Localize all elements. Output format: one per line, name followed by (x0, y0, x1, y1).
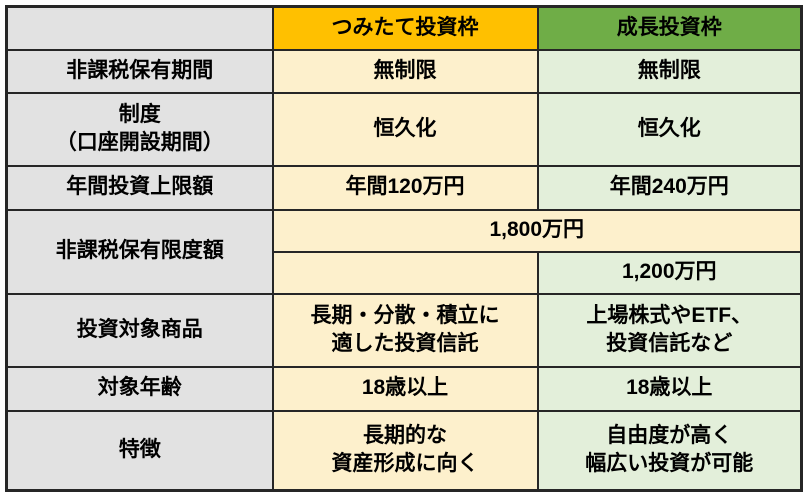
value-cell-growth: 上場株式やETF、 投資信託など (536, 292, 803, 368)
table-row: 年間投資上限額 年間120万円 年間240万円 (5, 164, 803, 211)
row-label-features: 特徴 (5, 409, 274, 492)
value-cell-total-limit: 1,800万円 (271, 208, 803, 253)
column-header-tsumitate: つみたて投資枠 (271, 5, 539, 51)
filler-cell (271, 250, 539, 295)
value-cell-growth-sub-limit: 1,200万円 (536, 250, 803, 295)
value-cell-tsumitate: 無制限 (271, 48, 539, 94)
value-cell-growth: 自由度が高く 幅広い投資が可能 (536, 409, 803, 492)
header-row: つみたて投資枠 成長投資枠 (5, 5, 803, 51)
value-cell-tsumitate: 長期的な 資産形成に向く (271, 409, 539, 492)
table-row: 非課税保有期間 無制限 無制限 (5, 48, 803, 94)
table-row: 特徴 長期的な 資産形成に向く 自由度が高く 幅広い投資が可能 (5, 409, 803, 492)
table-row: 非課税保有限度額 1,800万円 (5, 208, 803, 295)
table-subrow: 1,200万円 (7, 250, 803, 295)
corner-cell (5, 5, 274, 51)
value-cell-tsumitate: 18歳以上 (271, 365, 539, 412)
row-label-tax-free-holding-limit: 非課税保有限度額 (5, 208, 274, 295)
value-cell-growth: 恒久化 (536, 91, 803, 167)
row-label-eligible-age: 対象年齢 (5, 365, 274, 412)
value-cell-tsumitate: 年間120万円 (271, 164, 539, 211)
row-label-tax-free-holding-period: 非課税保有期間 (5, 48, 274, 94)
table-row: 対象年齢 18歳以上 18歳以上 (5, 365, 803, 412)
table-row: 投資対象商品 長期・分散・積立に 適した投資信託 上場株式やETF、 投資信託な… (5, 292, 803, 368)
value-cell-growth: 無制限 (536, 48, 803, 94)
column-header-growth: 成長投資枠 (536, 5, 803, 51)
table-row: 制度 （口座開設期間） 恒久化 恒久化 (5, 91, 803, 167)
nisa-comparison-table: つみたて投資枠 成長投資枠 非課税保有期間 無制限 無制限 制度 （口座開設期間… (5, 5, 803, 492)
value-cell-growth: 年間240万円 (536, 164, 803, 211)
row-label-system-account-period: 制度 （口座開設期間） (5, 91, 274, 167)
row-label-annual-investment-limit: 年間投資上限額 (5, 164, 274, 211)
row-label-investment-products: 投資対象商品 (5, 292, 274, 368)
value-cell-tsumitate: 長期・分散・積立に 適した投資信託 (271, 292, 539, 368)
value-cell-tsumitate: 恒久化 (271, 91, 539, 167)
value-cell-growth: 18歳以上 (536, 365, 803, 412)
